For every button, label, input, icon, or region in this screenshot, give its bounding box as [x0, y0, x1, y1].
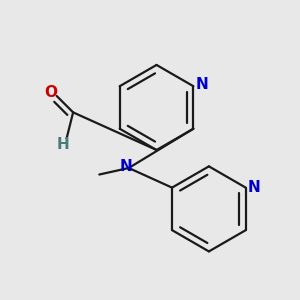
Text: H: H	[57, 137, 70, 152]
Text: O: O	[44, 85, 57, 100]
Text: N: N	[195, 77, 208, 92]
Text: N: N	[248, 180, 260, 195]
Text: N: N	[120, 159, 133, 174]
